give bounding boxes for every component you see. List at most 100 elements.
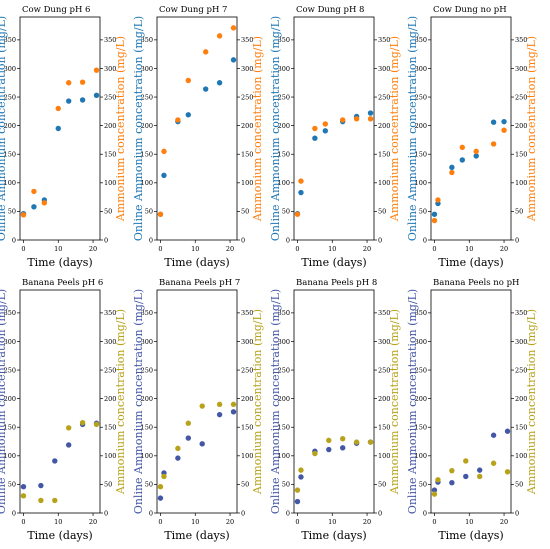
y-tick-label-right: 0 (515, 236, 519, 244)
measured-point (199, 403, 205, 409)
y-tick-label-left: 150 (415, 151, 427, 159)
y-tick-label-left: 100 (278, 179, 290, 187)
x-axis-label: Time (days) (438, 529, 503, 542)
online-point (55, 125, 61, 132)
online-point (367, 110, 374, 116)
y-axis-label-left: Online Ammonium concentration (mg/L) (0, 16, 8, 241)
subplot-title: Cow Dung pH 6 (22, 5, 90, 15)
measured-point (449, 467, 455, 474)
x-axis-label: Time (days) (164, 256, 229, 269)
subplot-title: Banana Peels pH 6 (22, 278, 103, 288)
measured-point (93, 67, 100, 73)
online-point (504, 428, 511, 434)
plot-frame (430, 16, 512, 241)
y-tick-label-left: 150 (4, 424, 16, 432)
x-tick-label: 10 (465, 245, 473, 253)
measured-point (504, 469, 511, 475)
y-tick-label-left: 100 (4, 452, 16, 460)
online-point (476, 467, 483, 473)
plot-frame (293, 16, 375, 241)
y-axis-label-right: Ammonium concentration (mg/L) (388, 309, 401, 495)
y-tick-label-right: 100 (241, 179, 253, 187)
y-tick-label-left: 150 (141, 424, 153, 432)
subplot-title: Banana Peels pH 7 (159, 278, 240, 288)
y-tick-label-right: 50 (104, 481, 112, 489)
x-tick-label: 20 (89, 518, 97, 526)
y-tick-label-right: 350 (104, 309, 116, 317)
y-tick-label-right: 150 (378, 151, 390, 159)
y-tick-label-left: 250 (4, 366, 16, 374)
y-tick-label-left: 200 (141, 395, 153, 403)
measured-point (157, 211, 164, 217)
y-tick-label-right: 150 (241, 151, 253, 159)
measured-point (312, 125, 318, 132)
measured-point (312, 450, 318, 457)
online-point (175, 455, 181, 461)
plot-frame (19, 16, 101, 241)
y-tick-label-left: 350 (415, 36, 427, 44)
measured-point (202, 49, 209, 55)
measured-point (459, 144, 466, 151)
y-tick-label-right: 300 (241, 338, 253, 346)
y-tick-label-left: 200 (4, 395, 16, 403)
online-point (93, 92, 100, 99)
y-tick-label-right: 50 (104, 208, 112, 216)
measured-point (431, 217, 438, 224)
x-tick-label: 0 (158, 518, 162, 526)
y-tick-label-left: 250 (4, 93, 16, 101)
subplot-title: Cow Dung no pH (433, 5, 507, 15)
x-tick-label: 20 (500, 518, 508, 526)
y-tick-label-right: 0 (378, 236, 382, 244)
x-tick-label: 20 (226, 518, 234, 526)
x-tick-label: 10 (54, 245, 62, 253)
y-tick-label-right: 100 (241, 452, 253, 460)
measured-point (490, 460, 497, 466)
y-tick-label-left: 150 (4, 151, 16, 159)
y-tick-label-right: 0 (104, 236, 108, 244)
x-tick-label: 10 (328, 245, 336, 253)
measured-point (38, 497, 44, 504)
y-tick-label-right: 50 (515, 481, 523, 489)
online-point (463, 473, 469, 480)
y-tick-label-left: 250 (278, 366, 290, 374)
measured-point (367, 439, 374, 445)
online-point (449, 164, 455, 171)
y-tick-label-left: 350 (278, 36, 290, 44)
measured-point (157, 483, 164, 490)
x-tick-label: 20 (226, 245, 234, 253)
y-tick-label-right: 200 (378, 395, 390, 403)
y-tick-label-right: 250 (515, 366, 527, 374)
measured-point (490, 141, 497, 147)
online-point (79, 97, 86, 103)
measured-point (185, 420, 192, 426)
measured-point (473, 148, 479, 155)
y-tick-label-right: 300 (378, 338, 390, 346)
y-tick-label-left: 300 (141, 338, 153, 346)
online-point (216, 80, 223, 86)
y-tick-label-left: 100 (415, 179, 427, 187)
y-axis-label-left: Online Ammonium concentration (mg/L) (269, 16, 282, 241)
x-axis-label: Time (days) (27, 529, 92, 542)
measured-point (216, 33, 223, 39)
y-tick-label-right: 350 (378, 309, 390, 317)
y-tick-label-left: 0 (12, 236, 16, 244)
y-tick-label-left: 250 (278, 93, 290, 101)
y-tick-label-left: 200 (278, 122, 290, 130)
y-tick-label-right: 350 (515, 36, 527, 44)
y-tick-label-right: 350 (104, 36, 116, 44)
y-axis-label-right: Ammonium concentration (mg/L) (114, 36, 127, 222)
online-point (473, 153, 479, 159)
measured-point (326, 437, 332, 444)
y-tick-label-left: 250 (141, 366, 153, 374)
online-point (216, 411, 223, 418)
online-point (312, 135, 318, 141)
measured-point (20, 493, 27, 499)
x-tick-label: 0 (432, 245, 436, 253)
online-point (199, 441, 205, 447)
y-tick-label-right: 250 (241, 366, 253, 374)
y-axis-label-right: Ammonium concentration (mg/L) (114, 309, 127, 495)
online-point (326, 446, 332, 453)
y-axis-label-left: Online Ammonium concentration (mg/L) (132, 16, 145, 241)
